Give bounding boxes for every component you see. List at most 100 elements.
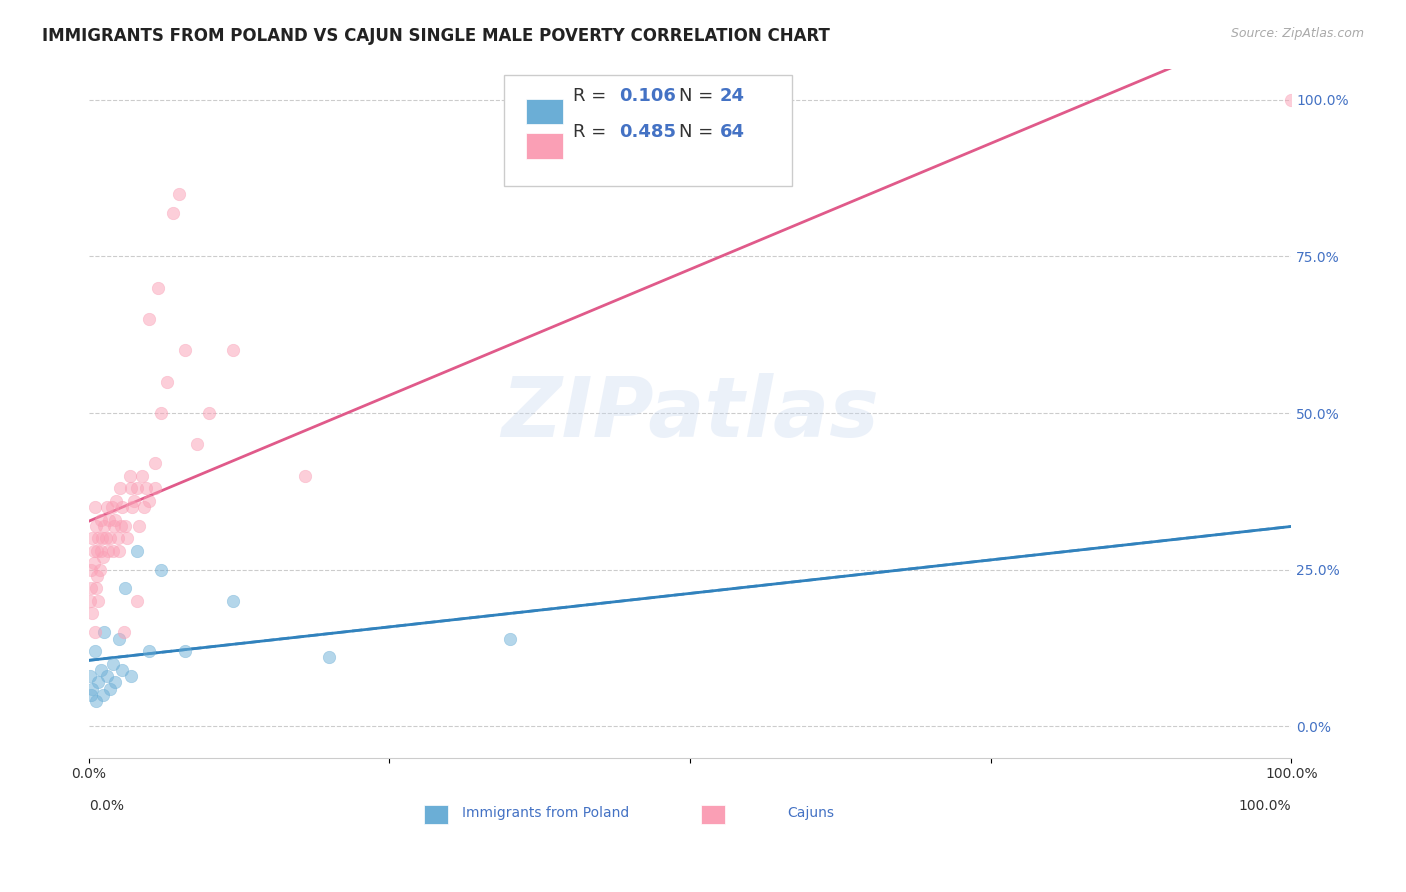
Point — [94, 531, 117, 545]
Text: Cajuns: Cajuns — [787, 805, 834, 820]
Point — [125, 481, 148, 495]
Point — [101, 657, 124, 671]
Point — [93, 625, 115, 640]
Point — [100, 500, 122, 514]
Point — [115, 531, 138, 545]
Point — [125, 544, 148, 558]
Point — [80, 688, 103, 702]
Point — [167, 186, 190, 201]
Point — [91, 688, 114, 702]
Point — [148, 281, 170, 295]
Point — [83, 544, 105, 558]
Point — [87, 675, 110, 690]
Text: 0.0%: 0.0% — [89, 799, 124, 813]
Point — [87, 531, 110, 545]
Point — [120, 481, 142, 495]
Point — [87, 594, 110, 608]
Point — [118, 468, 141, 483]
Point — [156, 375, 179, 389]
Point — [162, 205, 184, 219]
Point — [104, 512, 127, 526]
Point — [96, 669, 118, 683]
Point — [89, 563, 111, 577]
Text: N =: N = — [679, 87, 720, 105]
Point — [97, 544, 120, 558]
Point — [105, 493, 128, 508]
Point — [124, 493, 146, 508]
Text: 0.106: 0.106 — [619, 87, 676, 105]
Point — [86, 544, 108, 558]
Point — [108, 481, 131, 495]
Point — [222, 343, 245, 358]
Point — [84, 582, 107, 596]
Point — [1279, 93, 1302, 107]
Point — [198, 406, 221, 420]
FancyBboxPatch shape — [700, 805, 725, 823]
Point — [318, 650, 340, 665]
FancyBboxPatch shape — [526, 133, 562, 159]
Point — [83, 557, 105, 571]
Point — [80, 582, 103, 596]
Point — [82, 607, 104, 621]
Point — [143, 456, 166, 470]
Point — [91, 531, 114, 545]
Point — [90, 663, 112, 677]
Point — [91, 550, 114, 565]
Point — [186, 437, 208, 451]
Point — [114, 518, 136, 533]
Text: R =: R = — [574, 123, 613, 141]
Point — [174, 343, 197, 358]
Point — [112, 625, 135, 640]
Text: 64: 64 — [720, 123, 745, 141]
Point — [149, 563, 172, 577]
Point — [82, 531, 104, 545]
Point — [84, 518, 107, 533]
Point — [121, 500, 143, 514]
Point — [107, 544, 129, 558]
Point — [138, 493, 160, 508]
Point — [86, 569, 108, 583]
Point — [80, 563, 103, 577]
Point — [79, 594, 101, 608]
Point — [174, 644, 197, 658]
Point — [128, 518, 150, 533]
Point — [222, 594, 245, 608]
Point — [138, 644, 160, 658]
Point — [83, 644, 105, 658]
Point — [84, 694, 107, 708]
Point — [82, 681, 104, 696]
Point — [114, 582, 136, 596]
Point — [103, 518, 125, 533]
Point — [90, 512, 112, 526]
Text: R =: R = — [574, 87, 613, 105]
Text: Source: ZipAtlas.com: Source: ZipAtlas.com — [1230, 27, 1364, 40]
Point — [83, 500, 105, 514]
FancyBboxPatch shape — [425, 805, 449, 823]
FancyBboxPatch shape — [503, 76, 792, 186]
FancyBboxPatch shape — [526, 99, 562, 124]
Point — [101, 544, 124, 558]
Point — [93, 518, 115, 533]
Point — [125, 594, 148, 608]
Point — [110, 518, 132, 533]
Text: 0.485: 0.485 — [619, 123, 676, 141]
Point — [138, 312, 160, 326]
Point — [120, 669, 142, 683]
Text: Immigrants from Poland: Immigrants from Poland — [463, 805, 630, 820]
Text: IMMIGRANTS FROM POLAND VS CAJUN SINGLE MALE POVERTY CORRELATION CHART: IMMIGRANTS FROM POLAND VS CAJUN SINGLE M… — [42, 27, 830, 45]
Point — [96, 500, 118, 514]
Point — [107, 531, 129, 545]
Point — [149, 406, 172, 420]
Point — [90, 544, 112, 558]
Text: N =: N = — [679, 123, 720, 141]
Text: 100.0%: 100.0% — [1239, 799, 1291, 813]
Point — [83, 625, 105, 640]
Point — [104, 675, 127, 690]
Point — [111, 500, 134, 514]
Point — [107, 632, 129, 646]
Point — [132, 500, 155, 514]
Point — [294, 468, 316, 483]
Text: ZIPatlas: ZIPatlas — [501, 373, 879, 453]
Point — [498, 632, 520, 646]
Point — [79, 669, 101, 683]
